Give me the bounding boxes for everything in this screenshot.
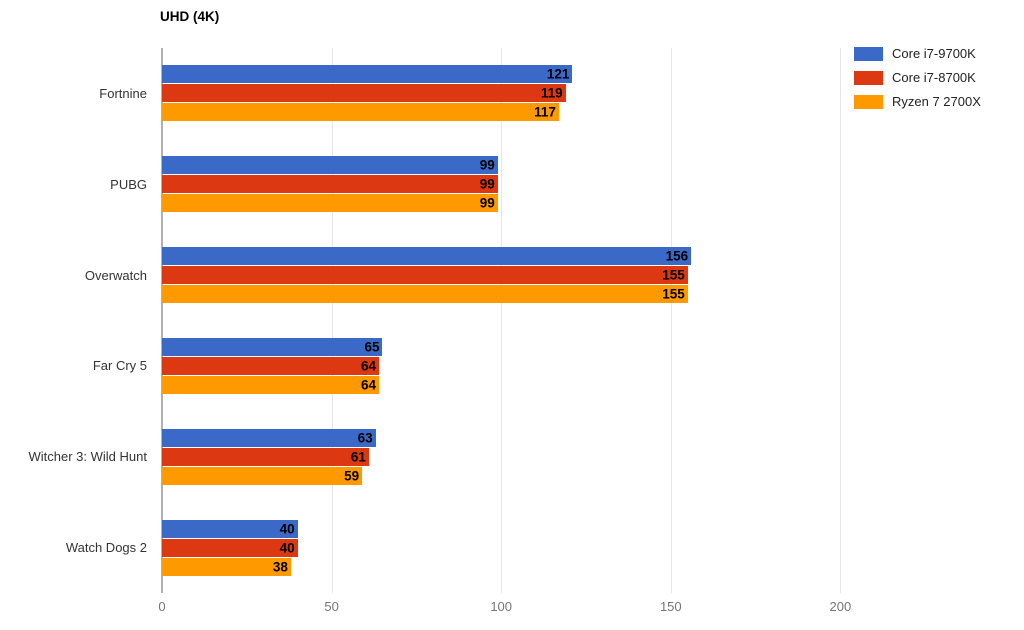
- category-label: Far Cry 5: [92, 358, 147, 374]
- gridline-x-50: [331, 48, 333, 593]
- bar-core-i7-9700k: 156: [162, 247, 692, 266]
- bar-value-label: 40: [279, 521, 295, 537]
- category-label: Watch Dogs 2: [65, 540, 147, 556]
- legend-swatch-icon: [854, 95, 883, 109]
- bar-value-label: 61: [350, 449, 366, 465]
- bar-core-i7-8700k: 61: [162, 447, 369, 466]
- bar-ryzen-7-2700x: 38: [162, 557, 291, 576]
- bar-core-i7-9700k: 99: [162, 156, 498, 175]
- y-axis-line: [161, 48, 163, 593]
- category-label: Witcher 3: Wild Hunt: [28, 449, 147, 465]
- bar-value-label: 121: [546, 66, 570, 82]
- bar-value-label: 156: [665, 248, 689, 264]
- bar-ryzen-7-2700x: 59: [162, 466, 363, 485]
- bar-ryzen-7-2700x: 117: [162, 103, 559, 122]
- bar-core-i7-8700k: 40: [162, 538, 298, 557]
- bar-core-i7-9700k: 65: [162, 337, 383, 356]
- legend-swatch-icon: [854, 47, 883, 61]
- bar-value-label: 155: [662, 286, 685, 302]
- bar-core-i7-9700k: 63: [162, 428, 376, 447]
- bar-value-label: 38: [272, 559, 288, 575]
- bar-core-i7-8700k: 64: [162, 356, 380, 375]
- x-tick-label-0: 0: [158, 599, 166, 614]
- bar-value-label: 64: [361, 358, 377, 374]
- category-label: Fortnine: [99, 85, 147, 101]
- gridline-x-150: [670, 48, 672, 593]
- gridline-x-100: [501, 48, 503, 593]
- bar-value-label: 99: [479, 195, 495, 211]
- x-tick-label-50: 50: [324, 599, 339, 614]
- category-label: Overwatch: [84, 267, 147, 283]
- legend-label: Core i7-9700K: [892, 46, 976, 61]
- x-tick-label-100: 100: [490, 599, 513, 614]
- x-tick-label-150: 150: [659, 599, 682, 614]
- bar-core-i7-8700k: 119: [162, 84, 566, 103]
- chart-title: UHD (4K): [160, 9, 220, 24]
- legend-item: Core i7-9700K: [854, 47, 981, 61]
- bar-ryzen-7-2700x: 155: [162, 285, 688, 304]
- legend-label: Ryzen 7 2700X: [892, 94, 981, 109]
- bar-value-label: 63: [357, 430, 373, 446]
- bar-value-label: 40: [279, 540, 295, 556]
- legend: Core i7-9700K Core i7-8700K Ryzen 7 2700X: [854, 47, 981, 119]
- bar-value-label: 59: [344, 468, 360, 484]
- x-tick-label-200: 200: [829, 599, 852, 614]
- bar-value-label: 119: [540, 85, 563, 101]
- legend-swatch-icon: [854, 71, 883, 85]
- bar-core-i7-9700k: 121: [162, 65, 573, 84]
- gridline-x-200: [840, 48, 842, 593]
- bar-core-i7-8700k: 99: [162, 175, 498, 194]
- category-label: PUBG: [110, 176, 147, 192]
- bar-core-i7-8700k: 155: [162, 266, 688, 285]
- bar-value-label: 65: [364, 339, 380, 355]
- bar-value-label: 117: [534, 104, 556, 120]
- legend-item: Ryzen 7 2700X: [854, 95, 981, 109]
- bar-ryzen-7-2700x: 64: [162, 375, 380, 394]
- bar-value-label: 99: [479, 157, 495, 173]
- legend-item: Core i7-8700K: [854, 71, 981, 85]
- bar-value-label: 99: [479, 176, 495, 192]
- bar-value-label: 64: [361, 377, 377, 393]
- legend-label: Core i7-8700K: [892, 70, 976, 85]
- bar-value-label: 155: [662, 267, 685, 283]
- bar-ryzen-7-2700x: 99: [162, 194, 498, 213]
- bar-core-i7-9700k: 40: [162, 519, 298, 538]
